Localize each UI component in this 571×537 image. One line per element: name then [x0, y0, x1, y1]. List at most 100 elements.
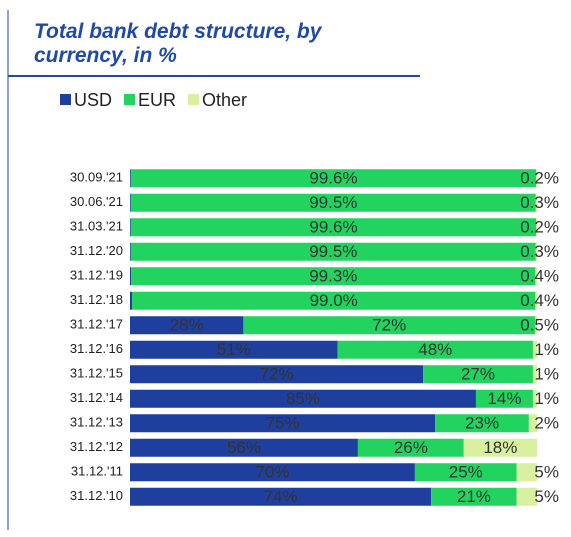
- data-label: 74%: [264, 487, 298, 506]
- bar-segment: [535, 242, 537, 261]
- bar-segment: [423, 365, 533, 384]
- y-tick-label: 31.03.'21: [70, 219, 123, 234]
- data-label: 99.3%: [309, 267, 357, 286]
- bar-segment: [130, 414, 436, 433]
- data-label: 0.2%: [520, 169, 559, 188]
- bar-segment: [130, 242, 131, 261]
- bar-segment: [130, 169, 131, 188]
- bar-segment: [130, 316, 244, 335]
- bar-segment: [528, 414, 537, 433]
- bar-segment: [536, 169, 537, 188]
- bar-segment: [130, 487, 432, 506]
- y-tick-label: 31.12.'20: [70, 243, 123, 258]
- chart-title: Total bank debt structure, by currency, …: [34, 20, 322, 67]
- y-tick-label: 31.12.'18: [70, 292, 123, 307]
- bar-segment: [130, 291, 133, 310]
- data-label: 28%: [170, 316, 204, 335]
- bar-segment: [130, 193, 536, 212]
- data-label: 21%: [457, 487, 491, 506]
- data-label: 56%: [227, 438, 261, 457]
- data-label: 5%: [534, 487, 559, 506]
- bar-segment: [243, 316, 535, 335]
- data-label: 0.4%: [520, 291, 559, 310]
- data-label: 99.6%: [309, 218, 357, 237]
- bar-segment: [130, 169, 537, 188]
- data-label: 0.2%: [520, 218, 559, 237]
- bar-segment: [130, 193, 131, 212]
- legend-label: USD: [74, 90, 112, 110]
- bar-segment: [357, 438, 464, 457]
- bar-segment: [463, 438, 537, 457]
- data-label: 99.5%: [309, 193, 357, 212]
- bar-segment: [535, 291, 537, 310]
- bar-segment: [131, 267, 536, 286]
- bar-segment: [475, 389, 533, 408]
- data-label: 70%: [255, 463, 289, 482]
- y-tick-label: 31.12.'11: [71, 464, 123, 479]
- y-tick-label: 31.12.'10: [70, 488, 123, 503]
- bar-segment: [414, 463, 517, 482]
- bar-segment: [132, 291, 536, 310]
- bar-segment: [130, 438, 358, 457]
- data-label: 72%: [372, 316, 406, 335]
- y-tick-label: 31.12.'15: [70, 366, 123, 381]
- bar-segment: [431, 487, 517, 506]
- data-label: 0.3%: [520, 242, 559, 261]
- bar-segment: [435, 414, 529, 433]
- data-label: 48%: [418, 340, 452, 359]
- data-label: 85%: [286, 389, 320, 408]
- bar-segment: [535, 267, 537, 286]
- y-tick-label: 31.12.'14: [70, 390, 123, 405]
- data-label: 2%: [534, 414, 559, 433]
- bar-segment: [130, 340, 338, 359]
- y-tick-label: 30.09.'21: [70, 170, 123, 185]
- bar-segment: [534, 316, 537, 335]
- data-label: 0.5%: [520, 316, 559, 335]
- bar-segment: [516, 487, 537, 506]
- data-label: 1%: [534, 389, 559, 408]
- data-label: 51%: [217, 340, 251, 359]
- data-label: 1%: [534, 340, 559, 359]
- y-tick-label: 31.12.'13: [70, 415, 123, 430]
- data-label: 75%: [266, 414, 300, 433]
- legend-label: EUR: [138, 90, 176, 110]
- bar-segment: [130, 242, 536, 261]
- bar-segment: [535, 193, 537, 212]
- y-tick-label: 31.12.'12: [70, 439, 123, 454]
- bar-segment: [532, 389, 537, 408]
- bar-segment: [337, 340, 533, 359]
- data-label: 0.3%: [520, 193, 559, 212]
- bar-segment: [532, 340, 537, 359]
- data-label: 25%: [449, 463, 483, 482]
- bar-segment: [130, 267, 132, 286]
- bar-segment: [130, 218, 131, 237]
- data-label: 18%: [483, 438, 517, 457]
- y-tick-label: 31.12.'19: [70, 268, 123, 283]
- y-tick-label: 31.12.'16: [70, 341, 123, 356]
- legend-swatch: [60, 94, 71, 105]
- y-tick-label: 30.06.'21: [70, 194, 123, 209]
- bar-segment: [130, 365, 424, 384]
- data-label: 0.4%: [520, 267, 559, 286]
- legend-label: Other: [202, 90, 247, 110]
- bar-segment: [130, 463, 415, 482]
- bar-segment: [130, 389, 476, 408]
- data-label: 99.0%: [310, 291, 358, 310]
- legend-swatch: [124, 94, 136, 105]
- data-label: 99.6%: [309, 169, 357, 188]
- data-label: 5%: [534, 463, 559, 482]
- data-label: 14%: [487, 389, 521, 408]
- bar-segment: [130, 218, 537, 237]
- data-label: 27%: [461, 365, 495, 384]
- bar-segment: [516, 463, 537, 482]
- data-label: 72%: [260, 365, 294, 384]
- data-label: 99.5%: [309, 242, 357, 261]
- data-label: 26%: [394, 438, 428, 457]
- data-label: 23%: [465, 414, 499, 433]
- bar-segment: [536, 218, 537, 237]
- bar-segment: [532, 365, 537, 384]
- data-label: 1%: [534, 365, 559, 384]
- legend-swatch: [188, 94, 200, 105]
